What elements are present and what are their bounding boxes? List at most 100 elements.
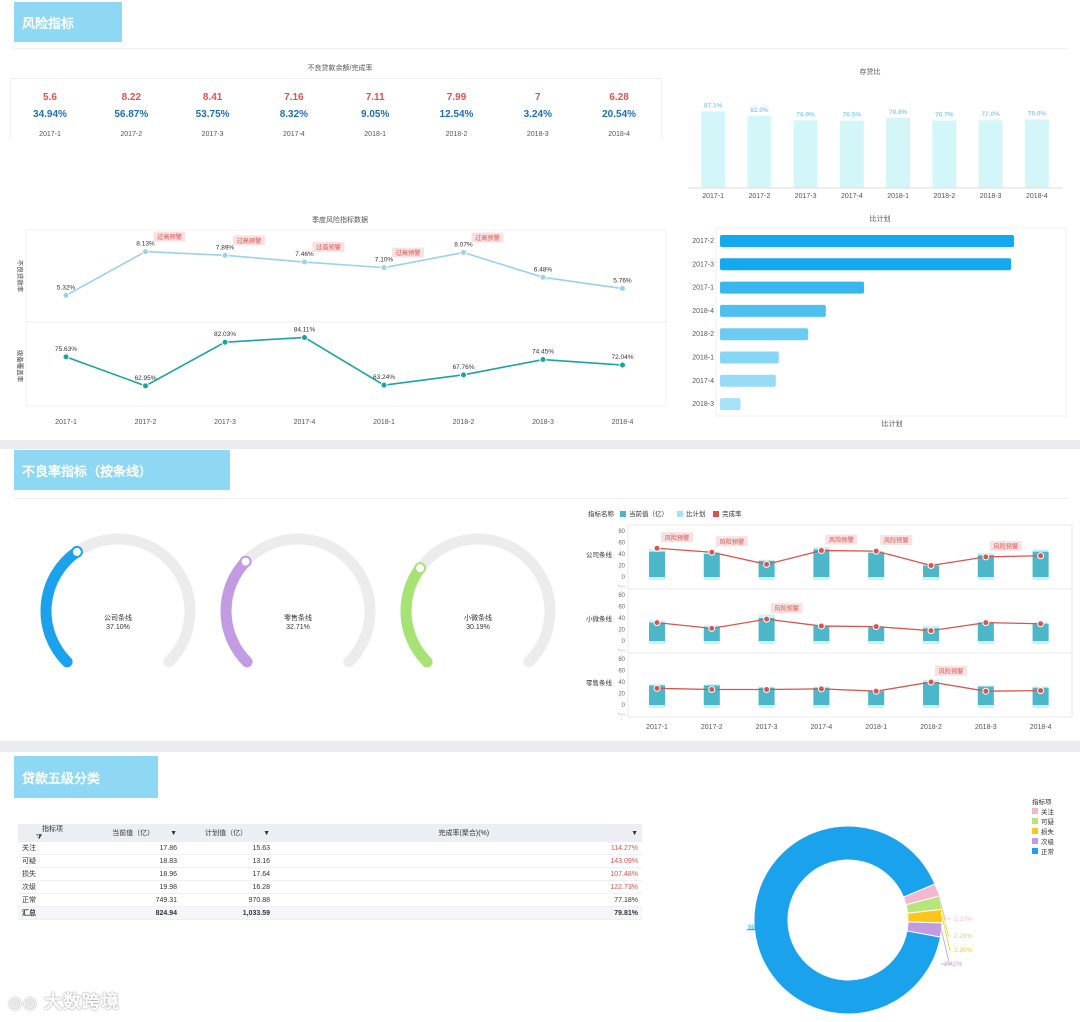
bar bbox=[720, 281, 865, 294]
bar-label: 77.0% bbox=[981, 111, 1000, 118]
leader-line bbox=[941, 916, 951, 951]
current-bar bbox=[758, 618, 775, 641]
table-row[interactable]: 正常 749.31 970.88 77.18% bbox=[18, 893, 642, 907]
sort-icon[interactable]: ▼ bbox=[631, 830, 638, 837]
x-tick: 2017-3 bbox=[756, 724, 778, 731]
warning-tag: 过高预警 bbox=[233, 235, 265, 246]
data-label: 5.32% bbox=[57, 284, 76, 291]
col-header-plan[interactable]: 计划值（亿） ▼ bbox=[181, 824, 274, 842]
col-header-item[interactable]: 指标项 ⧩ bbox=[18, 824, 88, 842]
bar bbox=[1024, 119, 1049, 188]
rate-point bbox=[1037, 620, 1045, 628]
y-tick: 20 bbox=[618, 564, 625, 570]
warning-tag: 风险预警 bbox=[661, 532, 693, 543]
cell-plan: 1,033.59 bbox=[181, 906, 274, 920]
x-tick: 2018-3 bbox=[980, 193, 1002, 200]
current-bar bbox=[649, 685, 665, 705]
col-header-current[interactable]: 当前值（亿） ▼ bbox=[88, 824, 181, 842]
y-tick: 40 bbox=[618, 552, 625, 558]
current-bar bbox=[868, 552, 885, 577]
cell-current: 749.31 bbox=[88, 893, 181, 907]
donut-slice bbox=[753, 825, 942, 1015]
sort-icon[interactable]: ▼ bbox=[170, 830, 177, 837]
warning-tag: 过高预警 bbox=[471, 232, 504, 243]
bar-label: 82.0% bbox=[750, 107, 769, 114]
warning-tag: 风险预警 bbox=[715, 536, 748, 547]
warning-tag: 风险预警 bbox=[825, 534, 858, 545]
current-bar bbox=[703, 685, 720, 705]
gauge: 公司条线 37.10% bbox=[40, 533, 196, 668]
kpi-rate: 3.24% bbox=[523, 109, 552, 120]
bar bbox=[720, 351, 779, 364]
cell-current: 18.83 bbox=[88, 854, 181, 868]
cell-plan: 17.64 bbox=[181, 867, 274, 881]
kpi-period: 2017-4 bbox=[282, 131, 305, 138]
x-tick: 2017-1 bbox=[702, 193, 724, 200]
col-header-rate[interactable]: 完成率(聚合)(%) ▼ bbox=[274, 824, 642, 842]
warning-tag: 过高预警 bbox=[392, 247, 424, 258]
cell-current: 19.98 bbox=[88, 880, 181, 894]
cell-current: 17.86 bbox=[88, 842, 181, 855]
data-point bbox=[380, 264, 388, 272]
rate-point bbox=[817, 622, 825, 630]
data-point bbox=[539, 356, 547, 364]
kpi-item: 8.41 53.75% 2017-3 bbox=[173, 92, 253, 138]
sort-icon[interactable]: ▼ bbox=[263, 830, 270, 837]
watermark-logo-icon: ◎◎ bbox=[8, 995, 38, 1012]
legend-label: 当前值（亿） bbox=[629, 509, 668, 518]
line-combo-chart: 指标名称 当前值（亿） 比计划 完成率公司条线806040200-...风险预警风险预… bbox=[586, 509, 1073, 731]
data-point bbox=[301, 258, 308, 266]
kpi-period: 2017-2 bbox=[120, 131, 143, 138]
filter-icon[interactable]: ⧩ bbox=[36, 834, 43, 841]
rate-point bbox=[872, 547, 880, 555]
current-bar bbox=[868, 627, 885, 641]
kpi-period: 2018-4 bbox=[608, 131, 630, 138]
y-tick: 2018-1 bbox=[692, 355, 714, 362]
rate-point bbox=[763, 615, 771, 623]
legend-label: 比计划 bbox=[686, 509, 706, 518]
x-tick: 2018-1 bbox=[865, 724, 887, 731]
bar bbox=[720, 374, 776, 387]
y-tick: 2017-4 bbox=[692, 378, 714, 385]
divider bbox=[14, 498, 1068, 499]
data-label: 7.10% bbox=[375, 257, 394, 264]
bar bbox=[932, 120, 957, 188]
warning-label: 过高预警 bbox=[316, 244, 341, 252]
row-label: 小微条线 bbox=[586, 614, 613, 623]
legend-swatch bbox=[1032, 808, 1038, 814]
table-row[interactable]: 关注 17.86 15.63 114.27% bbox=[18, 842, 642, 855]
y-tick: 60 bbox=[618, 541, 625, 547]
kpi-rate: 34.94% bbox=[33, 109, 67, 120]
table-row[interactable]: 损失 18.96 17.64 107.48% bbox=[18, 867, 642, 881]
kpi-period: 2018-1 bbox=[364, 131, 387, 138]
y-tick: 2018-3 bbox=[692, 401, 714, 408]
x-tick: 2018-3 bbox=[975, 724, 997, 731]
y-tick: 2018-2 bbox=[692, 331, 714, 338]
warning-tag: 风险预警 bbox=[935, 666, 967, 676]
legend-label: 完成率 bbox=[722, 509, 742, 518]
rate-point bbox=[653, 619, 661, 627]
rate-point bbox=[982, 687, 990, 695]
x-tick: 2017-4 bbox=[841, 193, 863, 200]
gauge-knob bbox=[239, 555, 252, 568]
kpi-rate: 20.54% bbox=[602, 109, 637, 120]
table-row[interactable]: 次级 19.98 16.28 122.73% bbox=[18, 880, 642, 894]
row-frame bbox=[627, 588, 1073, 654]
combo-row: 零售条线 80 60 40 20 0 -... 风险预警 bbox=[586, 652, 1073, 718]
rate-point bbox=[653, 684, 661, 692]
table-row[interactable]: 可疑 18.83 13.16 143.09% bbox=[18, 854, 642, 868]
total-row[interactable]: 汇总 824.94 1,033.59 79.81% bbox=[18, 906, 642, 920]
kpi-rate: 12.54% bbox=[439, 109, 474, 120]
y-tick: 80 bbox=[618, 593, 625, 599]
warning-label: 风险预警 bbox=[774, 605, 799, 613]
x-tick: 2018-2 bbox=[933, 193, 955, 200]
y-tick: 40 bbox=[618, 680, 625, 686]
gauge-name: 小微条线 bbox=[464, 613, 492, 622]
warning-label: 风险预警 bbox=[884, 537, 909, 545]
data-point bbox=[539, 273, 547, 281]
current-bar bbox=[1032, 687, 1049, 705]
y-tick: 0 bbox=[622, 703, 626, 709]
bar bbox=[720, 398, 741, 411]
